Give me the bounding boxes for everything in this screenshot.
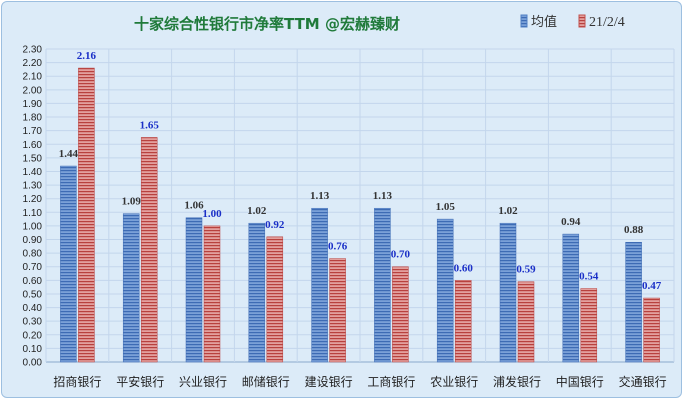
bar-avg — [122, 213, 140, 363]
data-label-avg: 0.94 — [561, 216, 581, 228]
x-tick-label: 工商银行 — [367, 374, 415, 389]
y-tick-label: 0.30 — [23, 317, 43, 328]
data-label-current: 0.70 — [391, 249, 411, 261]
data-label-avg: 0.88 — [624, 224, 644, 236]
data-label-avg: 1.02 — [247, 205, 267, 217]
bar-current — [454, 280, 472, 363]
y-tick-label: 0.10 — [23, 344, 43, 355]
x-tick-label: 兴业银行 — [179, 375, 227, 389]
y-axis: 0.00 0.10 0.20 0.30 0.40 0.50 0.60 0.70 0.80 0.90… — [23, 45, 43, 369]
data-label-avg: 1.44 — [59, 148, 79, 160]
data-label-current: 2.16 — [77, 50, 97, 62]
bar-current — [580, 288, 598, 363]
y-tick-label: 0.70 — [23, 262, 43, 273]
data-label-avg: 1.02 — [498, 205, 518, 217]
x-axis: 招商银行 平安银行 兴业银行 邮储银行 建设银行 工商银行 农业银行 浦发银行 中国银行 交通银行 — [53, 374, 666, 389]
y-tick-label: 1.10 — [23, 208, 43, 219]
y-tick-label: 0.00 — [23, 358, 43, 369]
x-tick-label: 浦发银行 — [493, 374, 541, 389]
y-tick-label: 1.30 — [23, 181, 43, 192]
chart-title: 十家综合性银行市净率TTM @宏赫臻财 — [134, 15, 400, 33]
bar-avg — [60, 165, 77, 363]
bar-current — [392, 266, 409, 363]
y-tick-label: 2.00 — [23, 85, 43, 96]
data-label-current: 0.59 — [516, 264, 536, 276]
bar-avg — [185, 217, 203, 363]
data-label-current: 0.92 — [265, 219, 285, 231]
y-tick-label: 0.80 — [23, 249, 43, 260]
data-label-avg: 1.05 — [436, 201, 456, 213]
y-tick-label: 1.90 — [23, 99, 43, 110]
legend-label-avg: 均值 — [531, 14, 557, 30]
y-tick-label: 0.20 — [23, 330, 43, 341]
bar-avg — [374, 207, 391, 363]
x-tick-label: 农业银行 — [430, 375, 478, 389]
data-label-avg: 1.13 — [373, 190, 393, 202]
y-tick-label: 1.00 — [23, 221, 43, 232]
y-tick-label: 0.50 — [23, 289, 43, 300]
y-tick-label: 1.80 — [23, 113, 43, 124]
y-tick-label: 2.20 — [23, 58, 43, 69]
legend-label-current: 21/2/4 — [589, 15, 625, 30]
x-tick-label: 中国银行 — [556, 374, 604, 389]
y-tick-label: 1.70 — [23, 126, 43, 137]
bar-current — [329, 258, 346, 363]
bar-current — [140, 137, 158, 363]
bar-current — [203, 225, 221, 363]
y-tick-label: 2.30 — [23, 45, 43, 56]
data-label-avg: 1.09 — [122, 196, 142, 208]
x-tick-label: 招商银行 — [53, 374, 101, 389]
data-label-current: 0.47 — [642, 280, 662, 292]
x-tick-label: 邮储银行 — [242, 374, 290, 389]
y-tick-label: 0.90 — [23, 235, 43, 246]
data-label-avg: 1.06 — [184, 200, 204, 212]
data-label-avg: 1.13 — [310, 190, 330, 202]
y-tick-label: 1.50 — [23, 153, 43, 164]
y-tick-label: 1.60 — [23, 140, 43, 151]
y-tick-label: 1.40 — [23, 167, 43, 178]
bar-avg — [311, 207, 328, 363]
bar-avg — [248, 222, 266, 363]
legend: 均值 21/2/4 — [520, 14, 625, 30]
legend-swatch-current — [578, 14, 586, 28]
bars — [60, 67, 660, 363]
legend-swatch-avg — [520, 14, 528, 28]
bar-current — [78, 67, 95, 363]
x-tick-label: 建设银行 — [305, 375, 353, 389]
bar-current — [517, 281, 535, 363]
y-tick-label: 0.60 — [23, 276, 43, 287]
data-label-current: 1.00 — [202, 208, 222, 220]
y-tick-label: 1.20 — [23, 194, 43, 205]
y-tick-label: 0.40 — [23, 303, 43, 314]
bar-avg — [499, 222, 517, 363]
data-labels: 1.44 2.16 1.09 1.65 1.061.00 1.02 0.92 1.13 0.76… — [59, 50, 662, 292]
bar-avg — [625, 241, 642, 363]
x-tick-label: 交通银行 — [619, 374, 667, 389]
data-label-current: 0.54 — [579, 271, 599, 283]
data-label-current: 1.65 — [140, 119, 160, 131]
bar-current — [266, 236, 284, 363]
bar-avg — [436, 218, 454, 363]
data-label-current: 0.60 — [454, 262, 474, 274]
bar-current — [643, 297, 660, 363]
y-tick-label: 2.10 — [23, 72, 43, 83]
data-label-current: 0.76 — [328, 241, 348, 253]
x-tick-label: 平安银行 — [116, 374, 164, 389]
bar-avg — [562, 233, 580, 363]
